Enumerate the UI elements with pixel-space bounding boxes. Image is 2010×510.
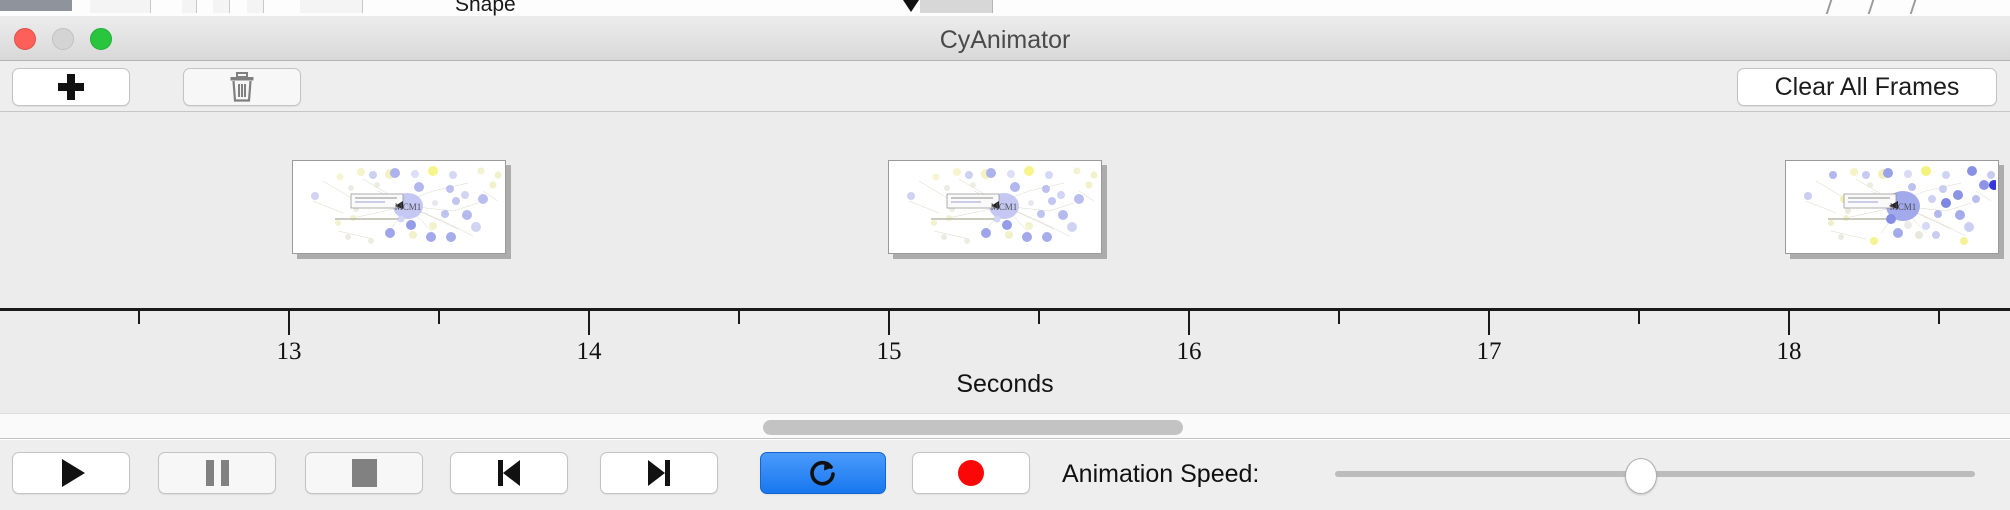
timeline-tick-minor bbox=[1938, 311, 1940, 324]
frame-toolbar: Clear All Frames bbox=[0, 61, 2010, 112]
loop-icon bbox=[810, 460, 835, 486]
background-window-cell bbox=[182, 0, 197, 13]
stop-icon bbox=[351, 459, 377, 487]
timeline-tick-minor bbox=[438, 311, 440, 324]
timeline-tick-major bbox=[1488, 311, 1490, 335]
record-icon bbox=[958, 460, 984, 486]
minimize-button[interactable] bbox=[52, 28, 74, 50]
trash-icon bbox=[230, 72, 254, 102]
title-bar: CyAnimator bbox=[0, 16, 2010, 61]
timeline-tick-label: 12 bbox=[0, 338, 28, 366]
pause-button[interactable] bbox=[158, 452, 276, 494]
timeline-tick-minor bbox=[1038, 311, 1040, 324]
animation-speed-label: Animation Speed: bbox=[1062, 460, 1260, 488]
timeline-tick-label: 15 bbox=[876, 338, 902, 365]
loop-toggle-button[interactable] bbox=[760, 452, 886, 494]
timeline-tick-major bbox=[288, 311, 290, 335]
animation-speed-slider-thumb[interactable] bbox=[1625, 458, 1657, 494]
background-window-slash bbox=[1825, 0, 1833, 14]
timeline-tick-minor bbox=[738, 311, 740, 324]
timeline-tick-label: 18 bbox=[1776, 338, 1802, 365]
timeline-axis-line bbox=[0, 308, 2010, 311]
timeline-tick-label: 16 bbox=[1176, 338, 1202, 365]
background-window-slash bbox=[1909, 0, 1917, 14]
timeline-tick-label: 17 bbox=[1476, 338, 1502, 365]
clear-all-frames-label: Clear All Frames bbox=[1774, 72, 1960, 101]
add-frame-button[interactable] bbox=[12, 68, 130, 106]
plus-icon bbox=[58, 74, 84, 100]
pause-icon bbox=[205, 460, 229, 486]
background-window-cell bbox=[300, 0, 363, 13]
svg-text:MCM1: MCM1 bbox=[395, 202, 422, 212]
record-button[interactable] bbox=[912, 452, 1030, 494]
network-graph-preview: MCM1 bbox=[293, 161, 503, 251]
background-window-grey-cell bbox=[920, 0, 993, 13]
background-window-caret-icon bbox=[903, 0, 919, 12]
previous-frame-button[interactable] bbox=[450, 452, 568, 494]
background-window-slash bbox=[1867, 0, 1875, 14]
timeline-frame-thumbnail[interactable]: MCM1 bbox=[1785, 160, 1999, 254]
network-graph-preview: MCM1 bbox=[889, 161, 1099, 251]
background-window-label: Shape bbox=[455, 0, 516, 16]
timeline-tick-major bbox=[1788, 311, 1790, 335]
play-icon bbox=[61, 459, 85, 487]
timeline-tick-minor bbox=[1338, 311, 1340, 324]
background-window-cell bbox=[90, 0, 151, 13]
svg-text:MCM1: MCM1 bbox=[1890, 202, 1917, 212]
timeline-tick-major bbox=[588, 311, 590, 335]
skip-next-icon bbox=[648, 460, 670, 486]
background-window-cell bbox=[213, 0, 230, 13]
timeline-frame-thumbnail[interactable]: MCM1 bbox=[888, 160, 1102, 254]
network-graph-preview: MCM1 bbox=[1786, 161, 1996, 251]
svg-text:MCM1: MCM1 bbox=[991, 202, 1018, 212]
timeline-frame-thumbnail[interactable]: MCM1 bbox=[292, 160, 506, 254]
stop-button[interactable] bbox=[305, 452, 423, 494]
play-button[interactable] bbox=[12, 452, 130, 494]
skip-previous-icon bbox=[498, 460, 520, 486]
timeline-tick-major bbox=[888, 311, 890, 335]
timeline-panel[interactable]: MCM1 bbox=[0, 112, 2010, 413]
window-title: CyAnimator bbox=[939, 26, 1071, 54]
background-window-strip: Shape bbox=[0, 0, 2010, 16]
clear-all-frames-button[interactable]: Clear All Frames bbox=[1737, 68, 1997, 106]
close-button[interactable] bbox=[14, 28, 36, 50]
playback-control-bar: Animation Speed: bbox=[0, 440, 2010, 510]
timeline-tick-minor bbox=[138, 311, 140, 324]
timeline-axis-title: Seconds bbox=[956, 370, 1054, 398]
timeline-tick-major bbox=[1188, 311, 1190, 335]
delete-frame-button[interactable] bbox=[183, 68, 301, 106]
timeline-tick-minor bbox=[1638, 311, 1640, 324]
next-frame-button[interactable] bbox=[600, 452, 718, 494]
maximize-button[interactable] bbox=[90, 28, 112, 50]
timeline-tick-label: 13 bbox=[276, 338, 302, 365]
background-window-dark-cell bbox=[0, 0, 72, 11]
timeline-tick-label: 14 bbox=[576, 338, 602, 365]
timeline-scrollbar[interactable] bbox=[0, 413, 2010, 439]
timeline-scrollbar-thumb[interactable] bbox=[763, 420, 1183, 435]
background-window-cell bbox=[247, 0, 264, 13]
